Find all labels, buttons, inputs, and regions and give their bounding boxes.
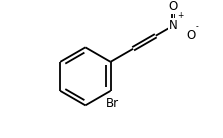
Text: -: -	[195, 22, 198, 31]
Text: N: N	[169, 19, 178, 32]
Text: Br: Br	[105, 97, 119, 110]
Text: O: O	[186, 29, 196, 42]
Text: +: +	[178, 11, 184, 20]
Text: O: O	[169, 0, 178, 13]
